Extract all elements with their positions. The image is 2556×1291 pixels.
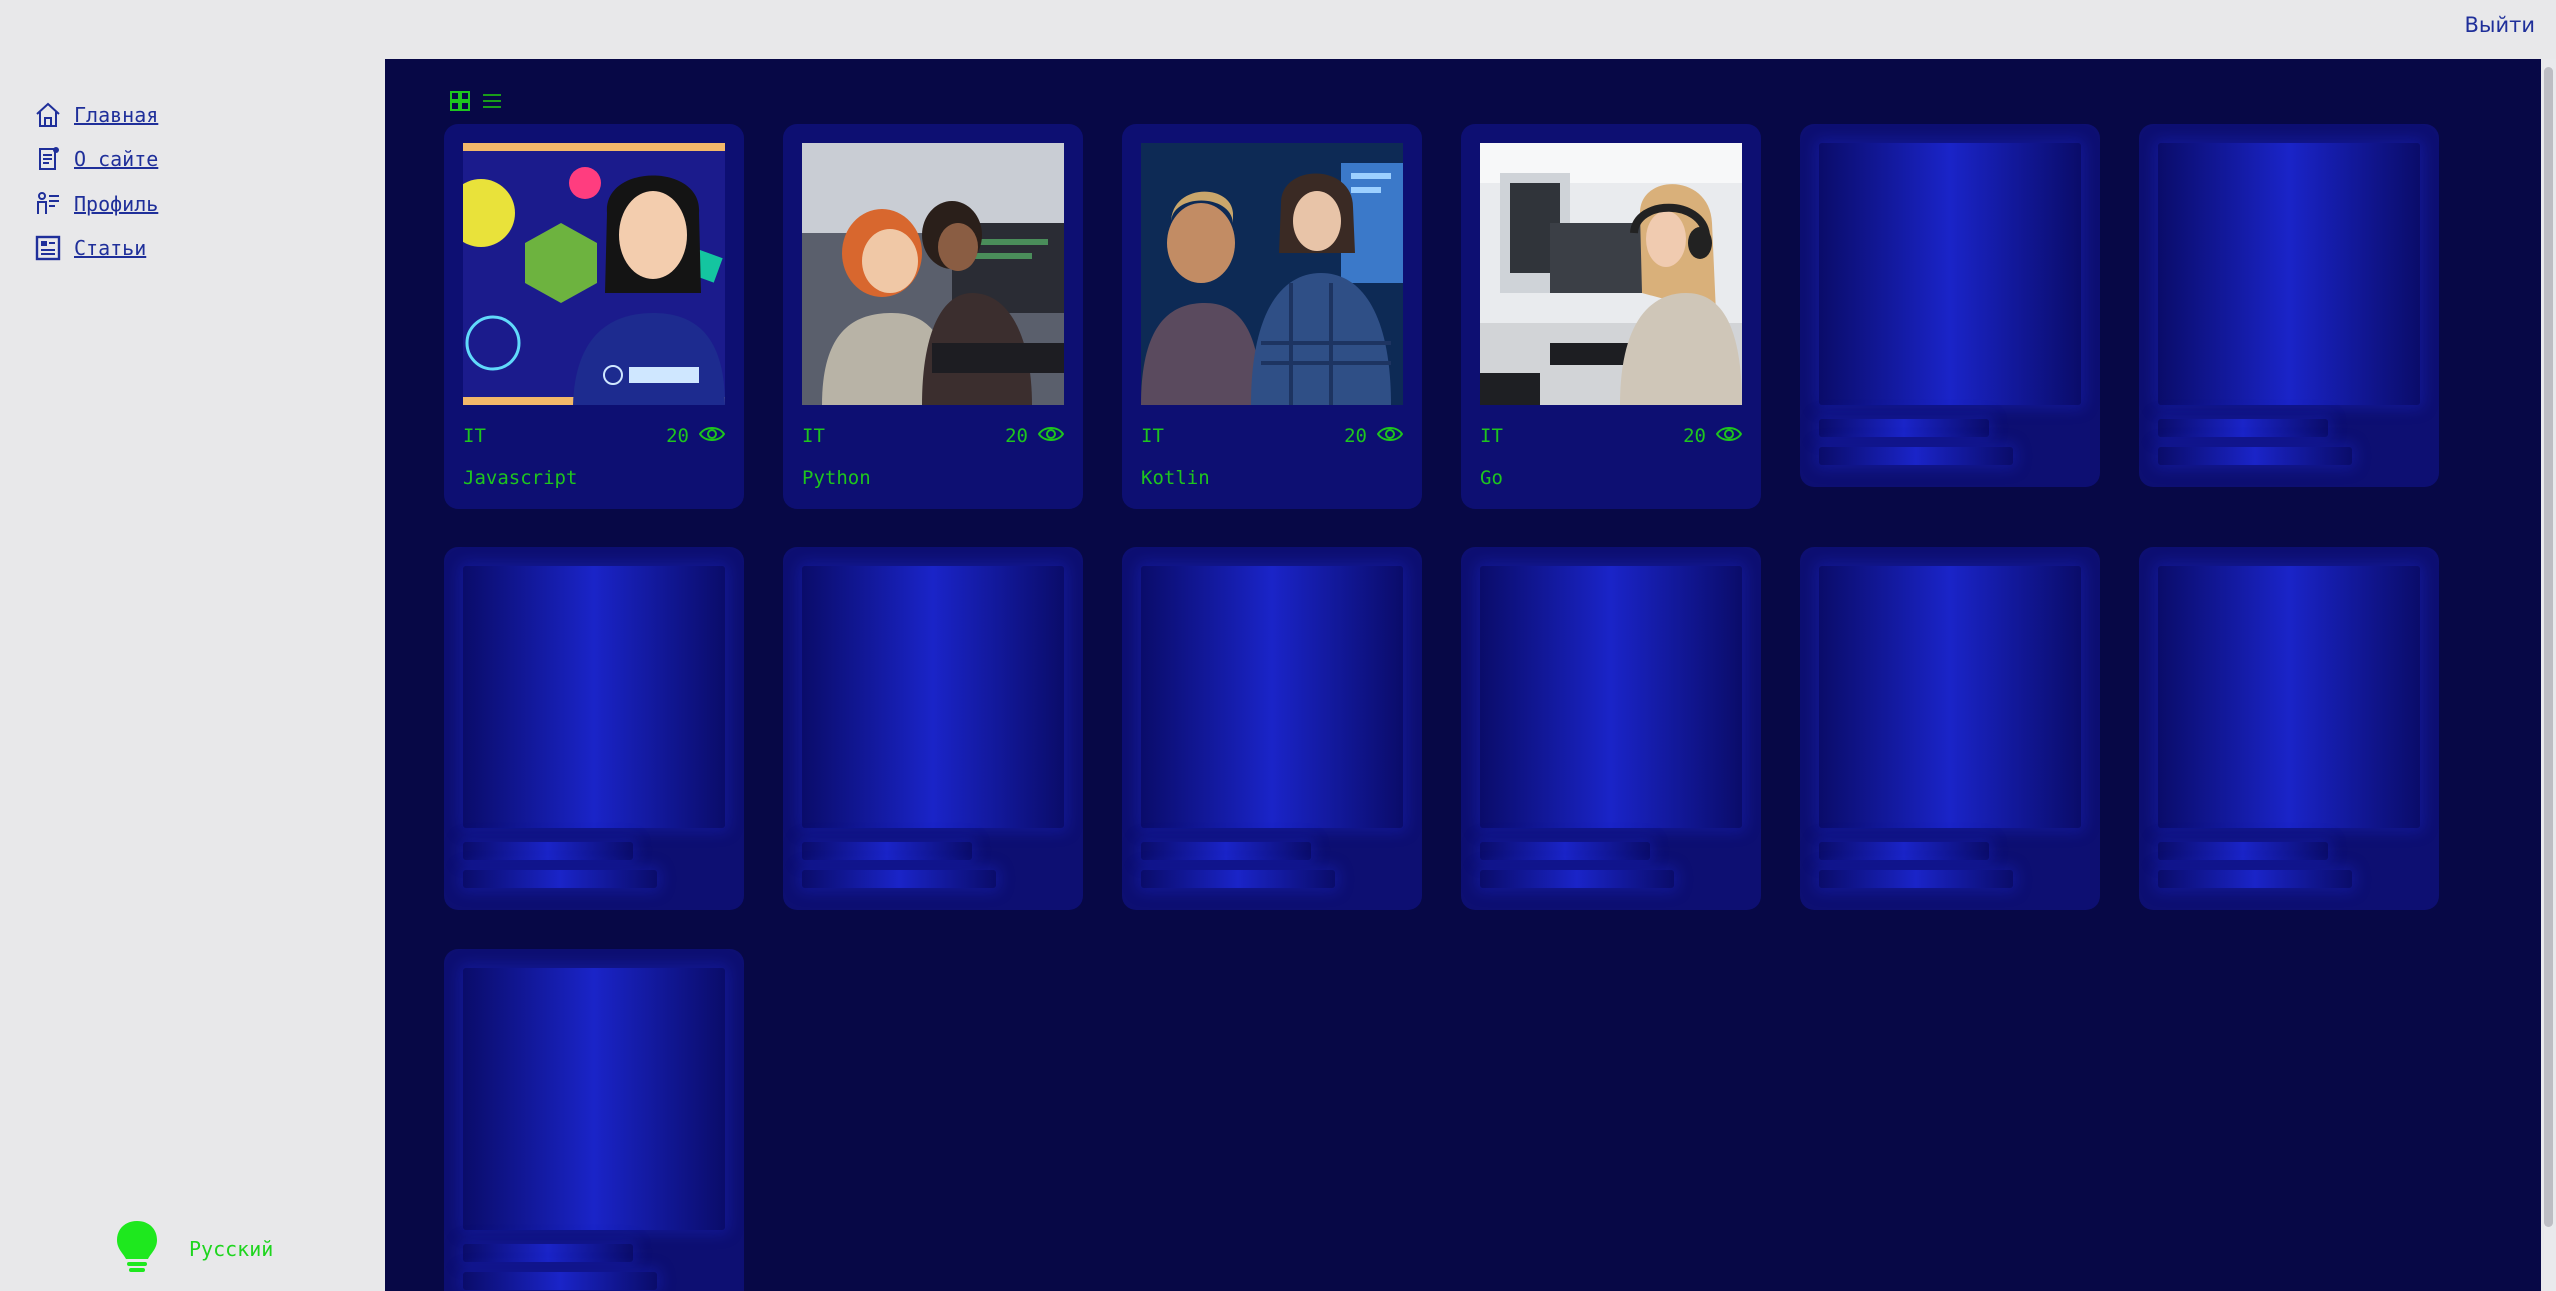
article-title: Go (1480, 467, 1503, 489)
list-view-icon[interactable] (480, 89, 504, 113)
article-skeleton-card (1800, 547, 2100, 910)
article-views: 20 (1683, 425, 1706, 447)
skeleton-line (463, 870, 657, 888)
scrollbar-thumb[interactable] (2544, 67, 2553, 1227)
skeleton-image (463, 968, 725, 1230)
skeleton-line (1480, 870, 1674, 888)
skeleton-line (2158, 870, 2352, 888)
home-icon (32, 100, 64, 130)
language-switcher[interactable]: Русский (189, 1237, 274, 1261)
skeleton-image (1819, 143, 2081, 405)
sidebar-item-profile[interactable]: Профиль (32, 189, 158, 219)
sidebar-item-label: Статьи (74, 236, 147, 260)
article-card[interactable]: IT 20 Javascript (444, 124, 744, 509)
sidebar-item-about[interactable]: О сайте (32, 144, 158, 174)
skeleton-line (1819, 419, 1989, 437)
sidebar-item-label: О сайте (74, 147, 159, 171)
skeleton-line (1819, 842, 1989, 860)
article-card[interactable]: IT 20 Go (1461, 124, 1761, 509)
skeleton-image (1141, 566, 1403, 828)
article-title: Kotlin (1141, 467, 1210, 489)
skeleton-image (463, 566, 725, 828)
sidebar-item-label: Профиль (74, 192, 159, 216)
sidebar-item-home[interactable]: Главная (32, 100, 158, 130)
eye-icon (1376, 423, 1404, 445)
skeleton-line (1141, 842, 1311, 860)
skeleton-line (1480, 842, 1650, 860)
skeleton-line (2158, 419, 2328, 437)
article-title: Javascript (463, 467, 578, 489)
article-skeleton-card (2139, 124, 2439, 487)
articles-page: IT 20 Javascript IT 20 (385, 59, 2541, 1291)
article-card[interactable]: IT 20 Kotlin (1122, 124, 1422, 509)
skeleton-line (802, 842, 972, 860)
article-type: IT (463, 425, 486, 447)
eye-icon (1037, 423, 1065, 445)
article-views: 20 (1005, 425, 1028, 447)
article-icon (32, 233, 64, 263)
skeleton-line (802, 870, 996, 888)
skeleton-line (463, 842, 633, 860)
article-type: IT (802, 425, 825, 447)
grid-view-icon[interactable] (448, 89, 472, 113)
skeleton-line (2158, 842, 2328, 860)
article-skeleton-card (1800, 124, 2100, 487)
document-icon (32, 144, 64, 174)
article-image (463, 143, 725, 405)
article-image (1141, 143, 1403, 405)
article-skeleton-card (444, 949, 744, 1291)
skeleton-line (2158, 447, 2352, 465)
article-card[interactable]: IT 20 Python (783, 124, 1083, 509)
article-skeleton-card (1122, 547, 1422, 910)
skeleton-image (2158, 566, 2420, 828)
article-views: 20 (666, 425, 689, 447)
article-views: 20 (1344, 425, 1367, 447)
skeleton-image (1819, 566, 2081, 828)
skeleton-line (1819, 870, 2013, 888)
article-skeleton-card (444, 547, 744, 910)
skeleton-line (463, 1244, 633, 1262)
article-skeleton-card (783, 547, 1083, 910)
article-image (802, 143, 1064, 405)
lightbulb-icon[interactable] (115, 1219, 159, 1279)
eye-icon (698, 423, 726, 445)
article-image (1480, 143, 1742, 405)
article-type: IT (1480, 425, 1503, 447)
sidebar: Главная О сайте Профиль Статьи Русский (0, 59, 385, 1291)
article-skeleton-card (1461, 547, 1761, 910)
article-type: IT (1141, 425, 1164, 447)
sidebar-footer: Русский (115, 1219, 273, 1279)
navbar: Выйти (0, 0, 2556, 59)
scrollbar[interactable] (2541, 59, 2556, 1291)
sidebar-item-articles[interactable]: Статьи (32, 233, 146, 263)
logout-button[interactable]: Выйти (2464, 13, 2535, 37)
eye-icon (1715, 423, 1743, 445)
article-title: Python (802, 467, 871, 489)
skeleton-image (802, 566, 1064, 828)
profile-icon (32, 189, 64, 219)
article-skeleton-card (2139, 547, 2439, 910)
skeleton-line (1141, 870, 1335, 888)
skeleton-line (463, 1272, 657, 1290)
view-switcher (448, 89, 504, 113)
skeleton-image (2158, 143, 2420, 405)
skeleton-line (1819, 447, 2013, 465)
sidebar-item-label: Главная (74, 103, 159, 127)
skeleton-image (1480, 566, 1742, 828)
